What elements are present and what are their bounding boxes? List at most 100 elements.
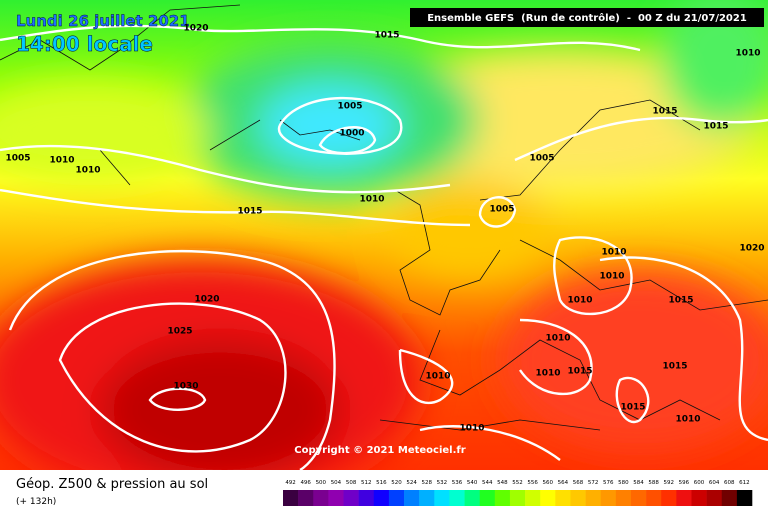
isobar-label: 1015 bbox=[567, 367, 592, 377]
scale-label: 572 bbox=[588, 480, 599, 486]
isobar-label: 1020 bbox=[194, 295, 219, 305]
scale-label: 524 bbox=[406, 480, 417, 486]
scale-label: 512 bbox=[361, 480, 372, 486]
scale-swatch bbox=[494, 490, 511, 506]
scale-swatch bbox=[404, 490, 420, 506]
scale-swatch bbox=[570, 490, 586, 506]
scale-swatch bbox=[661, 490, 677, 506]
scale-swatch bbox=[358, 490, 375, 506]
isobar-label: 1015 bbox=[668, 296, 693, 306]
scale-swatch bbox=[328, 490, 344, 506]
scale-label: 588 bbox=[648, 480, 659, 486]
isobar-label: 1020 bbox=[183, 24, 208, 34]
scale-label: 580 bbox=[618, 480, 629, 486]
scale-label: 604 bbox=[709, 480, 720, 486]
scale-label: 544 bbox=[482, 480, 493, 486]
scale-label: 492 bbox=[285, 480, 296, 486]
scale-label: 592 bbox=[664, 480, 675, 486]
scale-swatch bbox=[509, 490, 526, 506]
isobar-label: 1015 bbox=[237, 207, 262, 217]
isobar-label: 1000 bbox=[339, 129, 364, 139]
scale-label: 504 bbox=[331, 480, 342, 486]
scale-label: 508 bbox=[346, 480, 357, 486]
scale-label: 556 bbox=[527, 480, 538, 486]
isobar-label: 1010 bbox=[567, 296, 592, 306]
scale-label: 516 bbox=[376, 480, 387, 486]
map-field bbox=[0, 0, 768, 470]
scale-label: 560 bbox=[543, 480, 554, 486]
isobar-label: 1010 bbox=[459, 424, 484, 434]
isobar-label: 1030 bbox=[173, 382, 198, 392]
scale-swatch bbox=[373, 490, 390, 506]
copyright: Copyright © 2021 Meteociel.fr bbox=[294, 445, 465, 456]
isobar-label: 1010 bbox=[545, 334, 570, 344]
run-info: Ensemble GEFS (Run de contrôle) - 00 Z d… bbox=[427, 12, 747, 24]
isobar-label: 1010 bbox=[601, 248, 626, 258]
isobar-label: 1010 bbox=[75, 166, 100, 176]
isobar-label: 1005 bbox=[5, 154, 30, 164]
isobar-label: 1010 bbox=[735, 49, 760, 59]
scale-swatch bbox=[736, 490, 753, 506]
isobar-label: 1010 bbox=[49, 156, 74, 166]
scale-swatch bbox=[449, 490, 465, 506]
isobar-label: 1020 bbox=[739, 244, 764, 254]
scale-swatch bbox=[419, 490, 435, 506]
scale-label: 520 bbox=[391, 480, 402, 486]
scale-swatch bbox=[525, 490, 541, 506]
color-scale: 492 496 500 504 508 512 516 520 524 528 532 536 540 5… bbox=[283, 480, 753, 506]
isobar-label: 1005 bbox=[489, 205, 514, 215]
run-banner bbox=[410, 8, 764, 27]
isobar-label: 1010 bbox=[425, 372, 450, 382]
isobar-label: 1015 bbox=[620, 403, 645, 413]
scale-swatch bbox=[721, 490, 738, 506]
isobar-label: 1015 bbox=[374, 31, 399, 41]
scale-label: 496 bbox=[300, 480, 311, 486]
scale-label: 532 bbox=[437, 480, 448, 486]
scale-swatch bbox=[479, 490, 496, 506]
scale-swatch bbox=[464, 490, 480, 506]
scale-label: 536 bbox=[452, 480, 463, 486]
scale-label: 528 bbox=[421, 480, 432, 486]
scale-label: 548 bbox=[497, 480, 508, 486]
isobar-label: 1010 bbox=[675, 415, 700, 425]
isobar-label: 1010 bbox=[359, 195, 384, 205]
scale-swatch bbox=[313, 490, 329, 506]
scale-label: 576 bbox=[603, 480, 614, 486]
scale-label: 596 bbox=[679, 480, 690, 486]
scale-swatch bbox=[555, 490, 571, 506]
scale-label: 600 bbox=[694, 480, 705, 486]
scale-swatch bbox=[434, 490, 450, 506]
scale-swatch bbox=[600, 490, 617, 506]
isobar-label: 1005 bbox=[337, 102, 362, 112]
isobar-label: 1010 bbox=[599, 272, 624, 282]
scale-swatch bbox=[630, 490, 647, 506]
isobar-label: 1015 bbox=[652, 107, 677, 117]
date: Lundi 26 juillet 2021 bbox=[16, 12, 190, 30]
scale-swatch bbox=[646, 490, 662, 506]
footer-lead: (+ 132h) bbox=[16, 497, 56, 507]
isobar-label: 1025 bbox=[167, 327, 192, 337]
isobar-label: 1015 bbox=[703, 122, 728, 132]
scale-swatch bbox=[676, 490, 692, 506]
isobar-label: 1015 bbox=[662, 362, 687, 372]
scale-swatch bbox=[691, 490, 707, 506]
time: 14:00 locale bbox=[16, 32, 153, 56]
scale-label: 608 bbox=[724, 480, 735, 486]
scale-swatch bbox=[585, 490, 602, 506]
scale-label: 552 bbox=[512, 480, 523, 486]
scale-label: 584 bbox=[633, 480, 644, 486]
isobar-label: 1010 bbox=[535, 369, 560, 379]
scale-label: 612 bbox=[739, 480, 750, 486]
scale-swatch bbox=[283, 490, 299, 506]
scale-swatch bbox=[388, 490, 405, 506]
scale-label: 540 bbox=[467, 480, 478, 486]
footer-title: Géop. Z500 & pression au sol bbox=[16, 477, 208, 492]
scale-swatch bbox=[615, 490, 632, 506]
scale-swatch bbox=[706, 490, 723, 506]
scale-label: 564 bbox=[558, 480, 569, 486]
scale-swatch bbox=[540, 490, 556, 506]
isobar-label: 1005 bbox=[529, 154, 554, 164]
scale-swatch bbox=[298, 490, 314, 506]
